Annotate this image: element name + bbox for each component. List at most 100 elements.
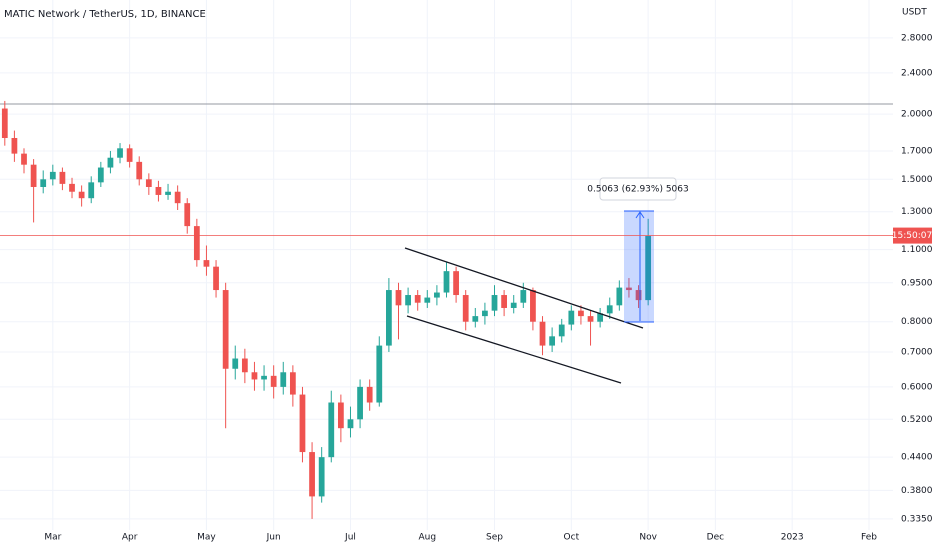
y-tick-label: 0.4400 — [901, 453, 932, 463]
candle-body — [424, 297, 431, 303]
candle-body — [395, 290, 402, 306]
candle-body — [328, 402, 335, 458]
candle-body — [501, 295, 507, 308]
candle-body — [59, 171, 66, 184]
candle-body — [549, 336, 556, 346]
candle-body — [165, 191, 171, 195]
candle-body — [606, 305, 613, 314]
y-tick-label: 2.4000 — [901, 68, 932, 78]
candle-body — [405, 295, 411, 306]
price-axis — [893, 0, 932, 550]
grid — [0, 0, 893, 530]
candle-body — [568, 310, 575, 325]
candle-body — [616, 287, 623, 306]
y-tick-label: 1.5000 — [901, 175, 932, 185]
measure-box — [624, 211, 654, 322]
candle-body — [97, 167, 104, 183]
candle-body — [443, 271, 450, 293]
candle-body — [587, 316, 594, 322]
channel-lower — [406, 315, 622, 384]
candle-body — [453, 271, 459, 296]
candle-body — [414, 295, 421, 303]
candle-body — [386, 290, 392, 346]
candle-body — [462, 295, 469, 322]
candle-body — [539, 321, 546, 346]
x-tick-label: Jul — [344, 533, 356, 543]
candle-body — [597, 313, 604, 322]
candle-body — [232, 358, 239, 369]
y-tick-label: 2.0000 — [901, 110, 932, 120]
candle-body — [434, 292, 440, 298]
y-tick-label: 1.1000 — [901, 245, 932, 255]
candle-body — [510, 302, 517, 308]
x-tick-label: Mar — [44, 533, 61, 543]
x-tick-label: 2023 — [781, 533, 804, 543]
candle-body — [155, 186, 162, 195]
candle-body — [645, 235, 652, 301]
candle-body — [40, 179, 47, 187]
y-tick-label: 0.9500 — [901, 278, 932, 288]
candle-body — [145, 179, 152, 187]
candle-body — [530, 290, 536, 322]
y-tick-label: 1.3000 — [901, 207, 932, 217]
candle-body — [482, 310, 488, 317]
candle-body — [126, 148, 133, 162]
candle-body — [1, 108, 8, 139]
candle-body — [184, 203, 191, 227]
x-tick-label: Jun — [266, 533, 281, 543]
measure-arrow-head — [635, 211, 645, 219]
x-tick-label: Aug — [419, 533, 437, 543]
y-tick-label: 1.7000 — [901, 146, 932, 156]
channel-upper — [404, 247, 644, 329]
candle-body — [309, 452, 315, 497]
x-tick-label: Apr — [122, 533, 138, 543]
countdown: 15:50:07 — [892, 231, 932, 241]
y-tick-label: 0.3800 — [901, 486, 932, 496]
axes: 0.3350 0.3800 0.4400 0.5200 0.6000 0.7000 0.80… — [44, 33, 932, 542]
candle-body — [21, 153, 27, 165]
y-tick-label: 2.8000 — [901, 33, 932, 43]
candle-body — [117, 148, 123, 158]
candle-body — [49, 171, 56, 180]
candle-body — [376, 345, 383, 403]
currency: USDT — [902, 8, 927, 18]
candle-body — [520, 290, 527, 303]
candle-body — [251, 372, 258, 380]
candle-body — [174, 191, 181, 204]
candle-body — [69, 183, 75, 192]
x-tick-label: Dec — [707, 533, 724, 543]
candle-body — [241, 358, 248, 373]
candle-body — [213, 266, 219, 291]
candle-body — [578, 310, 584, 317]
candle-body — [289, 372, 296, 395]
candle-body — [472, 316, 479, 322]
measure-label-box — [599, 177, 677, 201]
candle-body — [366, 386, 373, 403]
candle-body — [626, 287, 632, 291]
candle-body — [203, 260, 210, 267]
candle-body — [107, 157, 114, 168]
candle-body — [270, 375, 277, 387]
candle-body — [347, 419, 354, 429]
candle-body — [193, 226, 200, 261]
candle-body — [222, 290, 229, 369]
y-tick-label: 0.6000 — [901, 382, 932, 392]
candle-body — [280, 372, 287, 387]
candle-body — [357, 386, 363, 420]
chart-title: MATIC Network / TetherUS, 1D, BINANCE — [4, 9, 206, 20]
candle-body — [30, 164, 37, 187]
measure-label: 0.5063 (62.93%) 5063 — [587, 185, 688, 195]
candle-body — [491, 295, 498, 311]
x-tick-label: May — [197, 533, 216, 543]
candle-body — [261, 375, 267, 380]
candle-body — [558, 324, 565, 337]
y-tick-label: 0.5200 — [901, 415, 932, 425]
candles — [1, 100, 652, 519]
candle-body — [318, 457, 325, 497]
candle-body — [11, 138, 18, 154]
x-tick-label: Nov — [639, 533, 657, 543]
candle-body — [88, 182, 95, 199]
candle-body — [299, 394, 306, 453]
